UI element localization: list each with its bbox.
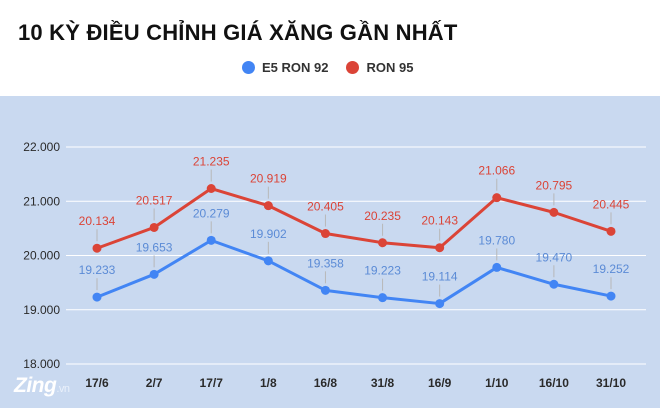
data-point <box>435 299 445 309</box>
y-tick-label: 19.000 <box>23 303 60 317</box>
x-tick-label: 16/10 <box>539 376 569 390</box>
data-label: 19.902 <box>250 227 287 241</box>
data-point <box>549 207 559 217</box>
y-tick-label: 21.000 <box>23 194 60 208</box>
data-label: 20.405 <box>307 200 344 214</box>
data-point <box>92 243 102 253</box>
series-line <box>95 238 613 306</box>
data-point <box>378 238 388 248</box>
data-point <box>606 226 616 236</box>
data-point <box>492 193 502 203</box>
data-point <box>606 291 616 301</box>
data-label: 20.279 <box>193 206 230 220</box>
data-point <box>378 293 388 303</box>
legend-item-e5: E5 RON 92 <box>242 60 328 75</box>
data-label: 19.653 <box>136 240 173 254</box>
data-label: 19.358 <box>307 256 344 270</box>
x-tick-label: 1/10 <box>485 376 509 390</box>
data-point <box>92 292 102 302</box>
x-tick-label: 17/7 <box>200 376 224 390</box>
data-label: 19.114 <box>422 270 458 284</box>
data-label: 19.780 <box>478 233 515 247</box>
data-point <box>263 201 273 211</box>
x-tick-label: 16/9 <box>428 376 452 390</box>
data-label: 20.919 <box>250 172 287 186</box>
legend-item-ron95: RON 95 <box>346 60 413 75</box>
legend-swatch-e5 <box>242 61 255 74</box>
data-label: 20.134 <box>79 214 116 228</box>
data-point <box>492 262 502 272</box>
data-point <box>320 285 330 295</box>
data-point <box>435 243 445 253</box>
data-label: 21.235 <box>193 155 230 169</box>
y-tick-label: 22.000 <box>23 140 60 154</box>
plot-area <box>0 96 660 408</box>
legend-label-ron95: RON 95 <box>366 60 414 75</box>
x-tick-label: 1/8 <box>260 376 277 390</box>
data-point <box>206 235 216 245</box>
watermark-suffix: .vn <box>56 383 70 395</box>
data-label: 20.795 <box>536 178 573 192</box>
data-label: 19.252 <box>593 262 630 276</box>
data-label: 20.517 <box>136 193 173 207</box>
x-tick-label: 31/10 <box>596 376 626 390</box>
data-label: 20.235 <box>364 209 401 223</box>
data-point <box>206 184 216 194</box>
data-point <box>149 269 159 279</box>
data-label: 20.143 <box>421 214 458 228</box>
data-label: 19.470 <box>536 250 573 264</box>
data-point <box>320 229 330 239</box>
data-label: 19.233 <box>79 263 116 277</box>
data-label: 20.445 <box>593 197 630 211</box>
x-tick-label: 17/6 <box>85 376 109 390</box>
data-label: 19.223 <box>364 264 401 278</box>
chart-title: 10 KỲ ĐIỀU CHỈNH GIÁ XĂNG GẦN NHẤT <box>18 20 458 45</box>
series-line <box>95 187 613 250</box>
data-label: 21.066 <box>478 164 515 178</box>
watermark-brand: Zing <box>14 374 57 397</box>
x-tick-label: 16/8 <box>314 376 338 390</box>
x-tick-label: 2/7 <box>146 376 163 390</box>
data-point <box>263 256 273 266</box>
y-tick-label: 20.000 <box>23 249 60 263</box>
y-tick-label: 18.000 <box>23 357 60 371</box>
legend-swatch-ron95 <box>346 61 360 74</box>
data-point <box>149 222 159 232</box>
legend: E5 RON 92 RON 95 <box>242 60 413 75</box>
x-tick-label: 31/8 <box>371 376 395 390</box>
legend-label-e5: E5 RON 92 <box>262 60 329 75</box>
data-point <box>549 279 559 289</box>
watermark: Zing.vn <box>14 374 70 398</box>
